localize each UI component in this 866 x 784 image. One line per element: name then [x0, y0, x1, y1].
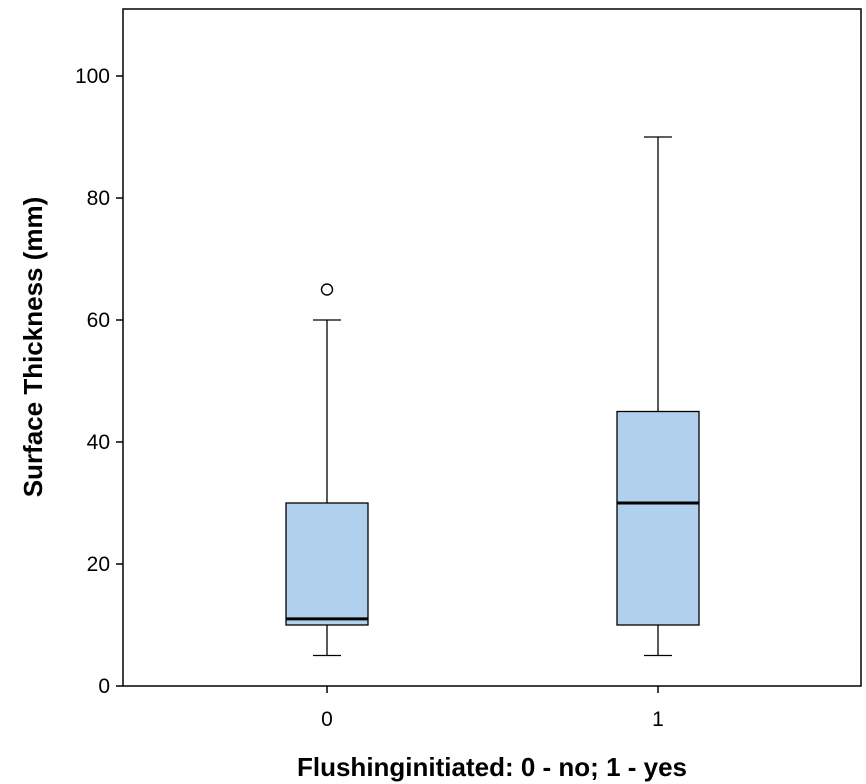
x-tick-label: 1 [652, 708, 664, 731]
iqr-box [285, 502, 369, 626]
outlier-point [320, 283, 334, 296]
y-axis-title: Surface Thickness (mm) [18, 197, 48, 498]
box-category-0 [285, 283, 369, 657]
box-category-1 [616, 136, 700, 657]
x-tick-label: 0 [321, 708, 333, 731]
y-tick-label: 40 [87, 431, 110, 454]
iqr-box [616, 410, 700, 626]
y-tick-label: 20 [87, 553, 110, 576]
boxes [285, 136, 700, 657]
plot-frame [122, 8, 862, 687]
y-axis: 0 20 40 60 80 100 [75, 65, 123, 698]
x-axis-title: Flushinginitiated: 0 - no; 1 - yes [297, 752, 687, 782]
y-tick-label: 100 [75, 65, 110, 88]
y-tick-label: 80 [87, 187, 110, 210]
y-tick-label: 0 [98, 675, 110, 698]
y-tick-label: 60 [87, 309, 110, 332]
